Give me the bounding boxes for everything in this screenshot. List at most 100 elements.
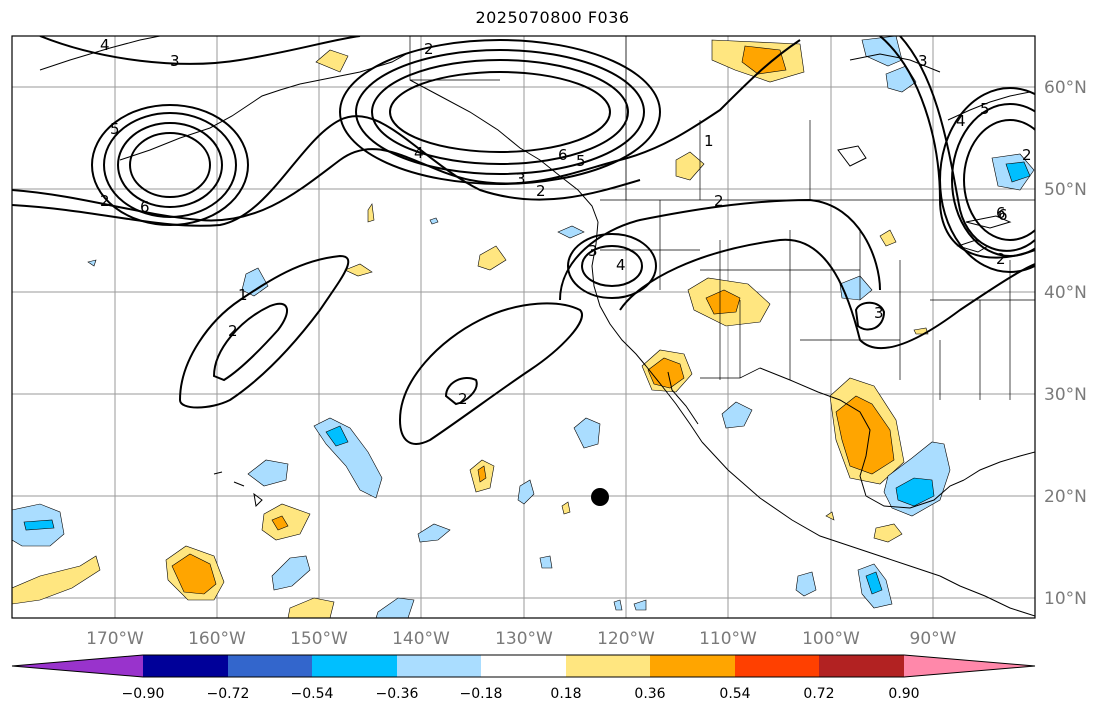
contour-label: 4 (100, 36, 110, 54)
contour-label: 3 (516, 170, 526, 188)
cool-anomaly (247, 459, 289, 487)
contour-label: 2 (100, 192, 110, 210)
contour-label: 3 (918, 52, 928, 70)
cool-anomaly (539, 555, 553, 569)
cool-anomaly (633, 599, 647, 611)
contour-label: 5 (576, 152, 586, 170)
latitude-label: 10°N (1044, 589, 1087, 609)
warm-anomaly (477, 245, 507, 271)
colorbar-tick-label: 0.54 (719, 686, 750, 702)
colorbar: −0.90 −0.72 −0.54 −0.36 −0.18 0.18 0.36 … (11, 654, 1036, 702)
contour-label: 1 (238, 286, 248, 304)
cool-anomaly (795, 571, 817, 597)
colorbar-tick-label: −0.90 (122, 686, 165, 702)
cool-anomaly (557, 225, 585, 239)
latitude-label: 40°N (1044, 283, 1087, 303)
colorbar-tick-label: 0.72 (803, 686, 834, 702)
warm-anomaly (675, 151, 705, 181)
cool-anomaly (895, 477, 935, 507)
latitude-axis: 60°N 50°N 40°N 30°N 20°N 10°N (1044, 78, 1087, 609)
colorbar-extend-low (12, 655, 143, 677)
colorbar-segment (819, 655, 904, 677)
colorbar-tick-label: −0.54 (291, 686, 334, 702)
cool-anomaly (23, 519, 55, 531)
warm-anomaly (879, 229, 897, 247)
longitude-label: 90°W (910, 629, 957, 649)
latitude-label: 20°N (1044, 487, 1087, 507)
colorbar-outline (11, 654, 1036, 678)
contour-label: 5 (110, 120, 120, 138)
contour-label: 4 (414, 144, 424, 162)
contour-label-group: 4 3 2 5 6 4 6 2 3 2 6 5 1 2 2 3 4 1 2 2 … (100, 36, 1032, 408)
location-marker (591, 488, 609, 506)
longitude-axis: 170°W 160°W 150°W 140°W 130°W 120°W 110°… (86, 629, 957, 649)
contour-label: 3 (170, 52, 180, 70)
cool-anomaly (375, 597, 415, 618)
warm-anomaly (561, 501, 571, 515)
contour-label: 6 (998, 206, 1008, 224)
warm-anomaly (477, 465, 487, 483)
longitude-label: 140°W (392, 629, 450, 649)
contour-label: 2 (228, 322, 238, 340)
warm-anomaly (835, 395, 895, 475)
warm-anomaly (873, 523, 903, 543)
contour-label: 2 (536, 182, 546, 200)
latitude-label: 60°N (1044, 78, 1087, 98)
contour-label: 2 (996, 250, 1006, 268)
warm-anomaly (741, 45, 787, 75)
shaded-anomalies (12, 36, 1035, 618)
warm-anomaly (367, 203, 375, 223)
colorbar-tick-label: 0.18 (550, 686, 581, 702)
latitude-label: 50°N (1044, 180, 1087, 200)
cool-anomaly (241, 267, 269, 297)
contour-label: 2 (458, 390, 468, 408)
cool-anomaly (839, 275, 873, 301)
coastlines (39, 36, 1035, 617)
colorbar-tick-label: −0.36 (376, 686, 419, 702)
cool-anomaly (517, 479, 535, 505)
colorbar-tick-label: −0.18 (460, 686, 503, 702)
map-frame (11, 35, 1036, 619)
contour-lines (12, 36, 1035, 445)
contour-label: 3 (874, 304, 884, 322)
warm-anomaly (705, 289, 741, 315)
warm-anomaly (271, 515, 289, 531)
cool-anomaly (865, 571, 883, 595)
warm-anomaly (344, 263, 373, 277)
colorbar-segment (735, 655, 819, 677)
cool-anomaly (271, 555, 311, 591)
cool-anomaly (429, 217, 439, 225)
cool-anomaly (1005, 161, 1031, 183)
colorbar-segment (397, 655, 481, 677)
map-title: 2025070800 F036 (475, 8, 630, 27)
colorbar-segment (481, 655, 566, 677)
contour-label: 5 (980, 100, 990, 118)
contour-label: 6 (140, 198, 150, 216)
colorbar-tick-label: −0.72 (207, 686, 250, 702)
warm-anomaly (287, 597, 335, 618)
cool-anomaly (417, 523, 451, 543)
colorbar-segment (143, 655, 228, 677)
contour-label: 2 (424, 40, 434, 58)
cool-anomaly (721, 401, 753, 429)
longitude-label: 150°W (290, 629, 348, 649)
warm-anomaly (171, 553, 217, 595)
cool-anomaly (861, 36, 903, 67)
contour-label: 2 (1022, 146, 1032, 164)
warm-anomaly (12, 555, 101, 605)
cool-anomaly (573, 417, 601, 449)
political-borders (409, 36, 1035, 400)
warm-anomaly (261, 503, 311, 541)
contour-label: 2 (714, 192, 724, 210)
colorbar-segment (228, 655, 312, 677)
colorbar-segment (566, 655, 650, 677)
colorbar-tick-label: 0.90 (888, 686, 919, 702)
colorbar-tick-label: 0.36 (634, 686, 665, 702)
longitude-label: 160°W (188, 629, 246, 649)
contour-label: 4 (616, 256, 626, 274)
longitude-label: 100°W (802, 629, 860, 649)
warm-anomaly (825, 511, 835, 521)
longitude-label: 120°W (597, 629, 655, 649)
colorbar-extend-high (904, 655, 1035, 677)
